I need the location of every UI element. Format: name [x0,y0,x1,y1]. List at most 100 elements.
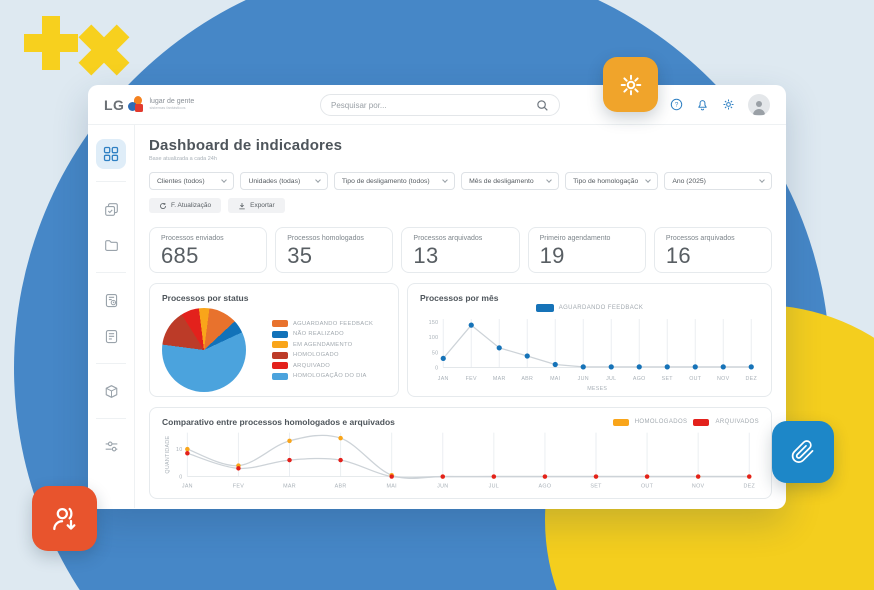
filter-unidades[interactable]: Unidades (todas) [240,172,328,190]
chevron-down-icon [546,177,552,183]
main-content: Dashboard de indicadores Base atualizada… [135,125,786,508]
brand-logo: LG lugar de gente sistemas fantásticos [104,96,194,113]
svg-text:JUN: JUN [437,483,448,489]
sidebar-item-notes[interactable] [96,321,126,351]
legend-item: HOMOLOGAÇÃO DO DIA [272,372,373,380]
chevron-down-icon [315,177,321,183]
search-input[interactable] [331,100,536,110]
comparative-chart-title: Comparativo entre processos homologados … [162,417,395,427]
sidebar [88,125,135,508]
copy-check-icon [104,202,118,216]
brand-name: lugar de gente [149,98,195,106]
gear-fab-button[interactable] [603,57,658,112]
filters-row: Clientes (todos) Unidades (todas) Tipo d… [149,172,772,190]
paperclip-icon [791,440,814,463]
svg-text:OUT: OUT [689,376,702,382]
stat-card-arquivados: Processos arquivados 13 [401,227,520,273]
stat-card-homologados: Processos homologados 35 [275,227,394,273]
user-avatar[interactable] [748,93,770,116]
svg-text:10: 10 [176,447,183,453]
sidebar-item-processes[interactable] [96,194,126,224]
legend-item: ARQUIVADO [272,362,373,370]
svg-text:FEV: FEV [233,483,244,489]
svg-text:SET: SET [590,483,602,489]
sidebar-item-settings-sliders[interactable] [96,431,126,461]
sliders-icon [105,441,117,451]
svg-text:100: 100 [429,335,439,341]
paperclip-fab-button[interactable] [772,421,834,483]
svg-text:150: 150 [429,320,439,326]
help-icon[interactable]: ? [670,98,683,111]
svg-text:DEZ: DEZ [743,483,755,489]
filter-tipo-homologacao[interactable]: Tipo de homologação [565,172,659,190]
stat-card-arquivados-2: Processos arquivados 16 [653,227,773,273]
filter-ano[interactable]: Ano (2025) [664,172,772,190]
filter-tipo-desligamento[interactable]: Tipo de desligamento (todos) [333,172,456,190]
page-subtitle: Base atualizada a cada 24h [149,156,217,162]
download-icon [239,202,245,209]
legend-item: AGUARDANDO FEEDBACK [272,320,373,328]
refresh-button[interactable]: F. Atualização [149,198,222,213]
svg-text:JUN: JUN [578,376,589,382]
gear-icon [620,74,641,95]
svg-text:QUANTIDADE: QUANTIDADE [165,435,171,473]
note-file-icon [105,329,117,343]
refresh-icon [160,202,166,209]
folder-icon [104,239,118,251]
person-download-icon [52,507,75,530]
filter-mes-desligamento[interactable]: Mês de desligamento [461,172,560,190]
svg-text:0: 0 [435,365,438,371]
sidebar-item-reports[interactable] [96,285,126,315]
monthly-chart-panel: Processos por mês AGUARDANDO FEEDBACK 15… [407,283,772,397]
chevron-down-icon [442,177,448,183]
monthly-chart-title: Processos por mês [420,293,499,303]
pie-chart-title: Processos por status [162,293,249,303]
svg-text:AGO: AGO [633,376,646,382]
svg-text:DEZ: DEZ [746,376,758,382]
svg-text:ABR: ABR [521,376,533,382]
svg-text:MAI: MAI [386,483,396,489]
svg-text:MAR: MAR [493,376,506,382]
brand-tagline: sistemas fantásticos [149,105,186,111]
search-bar[interactable] [320,94,560,116]
sidebar-item-package[interactable] [96,376,126,406]
stat-card-enviados: Processos enviados 685 [149,227,268,273]
sidebar-divider [96,272,126,273]
logo-lg-text: LG [104,96,125,113]
package-box-icon [105,384,117,398]
person-download-fab-button[interactable] [32,486,97,551]
search-icon [537,99,548,111]
svg-text:0: 0 [179,475,182,481]
export-button[interactable]: Exportar [228,198,285,213]
filter-clientes[interactable]: Clientes (todos) [149,172,235,190]
stat-card-primeiro-agendamento: Primeiro agendamento 19 [527,227,646,273]
app-header: LG lugar de gente sistemas fantásticos ? [88,85,786,125]
chevron-down-icon [759,177,765,183]
decor-plus-shape [24,16,78,70]
pie-chart-panel: Processos por status AGUARDANDO FEEDBACK… [149,283,399,397]
report-file-icon [105,293,117,307]
sidebar-divider [96,418,126,419]
sidebar-item-dashboard[interactable] [96,139,126,169]
svg-text:FEV: FEV [466,376,477,382]
svg-text:JUL: JUL [489,483,499,489]
person-icon [753,100,765,115]
stat-cards-row: Processos enviados 685 Processos homolog… [149,227,773,273]
bell-icon[interactable] [696,98,709,111]
svg-text:OUT: OUT [641,483,654,489]
chevron-down-icon [645,177,652,183]
svg-text:MESES: MESES [587,386,607,392]
svg-text:?: ? [675,102,679,109]
status-pie-chart [162,308,246,392]
logo-drop-icon [128,96,144,113]
sidebar-item-folder[interactable] [96,230,126,260]
legend-item: NÃO REALIZADO [272,330,373,338]
svg-text:JAN: JAN [182,483,193,489]
svg-text:MAR: MAR [283,483,296,489]
dashboard-window: LG lugar de gente sistemas fantásticos ? [88,85,786,509]
svg-text:50: 50 [432,350,439,356]
sidebar-divider [96,363,126,364]
gear-icon[interactable] [722,98,735,111]
